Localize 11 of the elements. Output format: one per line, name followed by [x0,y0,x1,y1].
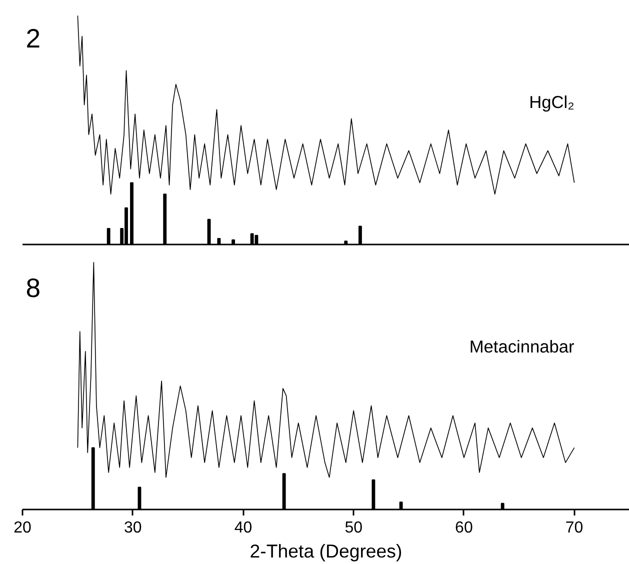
x-tick-label: 70 [565,520,584,536]
annotation: 8 [26,272,41,303]
x-tick-label: 50 [344,520,363,536]
x-tick-label: 60 [455,520,473,536]
annotation: 2 [26,24,41,54]
annotation: HgCl₂ [529,92,574,112]
x-axis-title: 2-Theta (Degrees) [250,540,402,562]
x-tick-label: 30 [124,520,142,536]
x-tick-label: 40 [234,520,252,536]
x-tick-label: 20 [14,520,32,536]
annotation: Metacinnabar [469,336,575,356]
